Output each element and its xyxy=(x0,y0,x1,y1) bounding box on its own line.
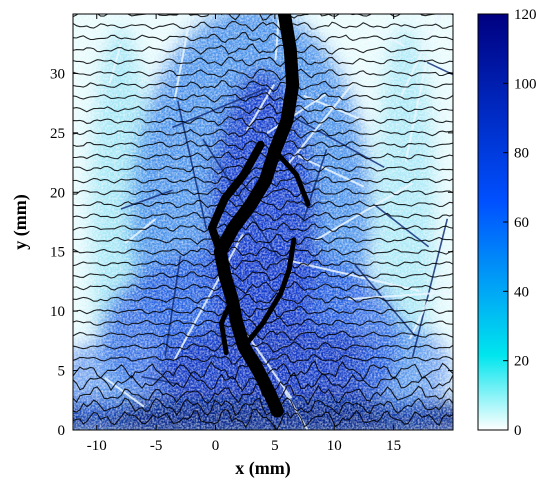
scratch xyxy=(297,155,365,188)
scratch xyxy=(286,259,420,292)
contour-line xyxy=(73,186,453,199)
y-tick-label: 10 xyxy=(50,304,65,320)
branch-crack xyxy=(207,140,265,256)
contour-line xyxy=(73,90,453,103)
y-tick-label: 30 xyxy=(50,66,65,82)
crack-paths xyxy=(207,14,311,418)
colorbar-tick-label: 60 xyxy=(514,215,529,231)
contour-line xyxy=(73,305,453,319)
colorbar-tick-label: 80 xyxy=(514,146,529,162)
scratch xyxy=(120,189,173,210)
contour-line xyxy=(73,21,453,32)
colorbar-tick-label: 0 xyxy=(514,423,522,439)
plot-frame xyxy=(72,13,454,431)
contour-line xyxy=(73,79,453,93)
contour-line xyxy=(73,56,453,68)
contour-line xyxy=(73,246,453,257)
contour-line xyxy=(73,280,453,295)
colorbar-tick-label: 20 xyxy=(514,354,529,370)
x-tick-label: -5 xyxy=(150,438,163,454)
contour-line xyxy=(73,341,453,355)
colorbar-tick-label: 40 xyxy=(514,284,529,300)
contour-line xyxy=(73,127,453,139)
contour-line xyxy=(73,43,453,55)
branch-crack xyxy=(241,237,297,350)
scratch xyxy=(243,329,293,399)
scratch xyxy=(423,60,453,76)
x-tick-label: -10 xyxy=(87,438,107,454)
scratch xyxy=(108,44,122,84)
contour-line xyxy=(73,221,453,234)
contour-line xyxy=(73,292,453,305)
scratch xyxy=(301,149,328,223)
contour-lines xyxy=(73,14,453,430)
contour-line xyxy=(73,68,453,81)
scratch xyxy=(411,218,449,358)
contour-line xyxy=(73,233,453,246)
x-tick-label: 5 xyxy=(271,438,279,454)
y-axis-label: y (mm) xyxy=(10,194,31,249)
x-tick-label: 10 xyxy=(327,438,342,454)
y-tick-label: 25 xyxy=(50,126,65,142)
x-tick-label: 0 xyxy=(212,438,220,454)
colorbar-axis: 0 20 40 60 80 100 120 xyxy=(503,7,537,439)
scratch xyxy=(408,272,443,340)
scratch xyxy=(245,83,276,132)
scratch xyxy=(172,87,267,129)
scratch xyxy=(348,290,453,301)
scratch xyxy=(373,203,430,248)
contour-line xyxy=(73,32,453,44)
contour-line xyxy=(73,14,453,21)
colorbar-tick-label: 120 xyxy=(514,7,537,23)
y-tick-label: 15 xyxy=(50,245,65,261)
contour-line xyxy=(73,408,453,430)
main-crack xyxy=(213,14,300,418)
contour-line xyxy=(73,329,453,341)
contour-line xyxy=(73,103,453,115)
contour-line xyxy=(73,210,453,222)
colorbar-tick-label: 100 xyxy=(514,76,537,92)
scratch xyxy=(173,233,244,361)
scratch xyxy=(202,138,280,259)
contour-line xyxy=(73,353,453,365)
branch-crack xyxy=(272,148,311,207)
contour-line xyxy=(73,115,453,128)
contour-line xyxy=(73,258,453,271)
x-axis: -10 -5 0 5 10 15 xyxy=(87,14,401,454)
contour-line xyxy=(73,198,453,211)
y-tick-label: 0 xyxy=(58,423,66,439)
scratch xyxy=(141,375,180,385)
scratch xyxy=(164,255,182,357)
branch-crack xyxy=(218,296,235,356)
contour-line xyxy=(73,383,453,406)
x-tick-label: 15 xyxy=(386,438,401,454)
scratch xyxy=(104,377,145,408)
y-tick-label: 5 xyxy=(58,364,66,380)
contour-line xyxy=(73,271,453,282)
x-axis-label: x (mm) xyxy=(235,458,290,479)
scratch xyxy=(173,22,190,101)
contour-line xyxy=(73,150,453,164)
contour-line xyxy=(73,397,453,417)
y-axis: 0 5 10 15 20 25 30 xyxy=(50,66,453,439)
plot-area xyxy=(73,14,453,430)
y-tick-label: 20 xyxy=(50,185,65,201)
scratch xyxy=(124,218,157,245)
